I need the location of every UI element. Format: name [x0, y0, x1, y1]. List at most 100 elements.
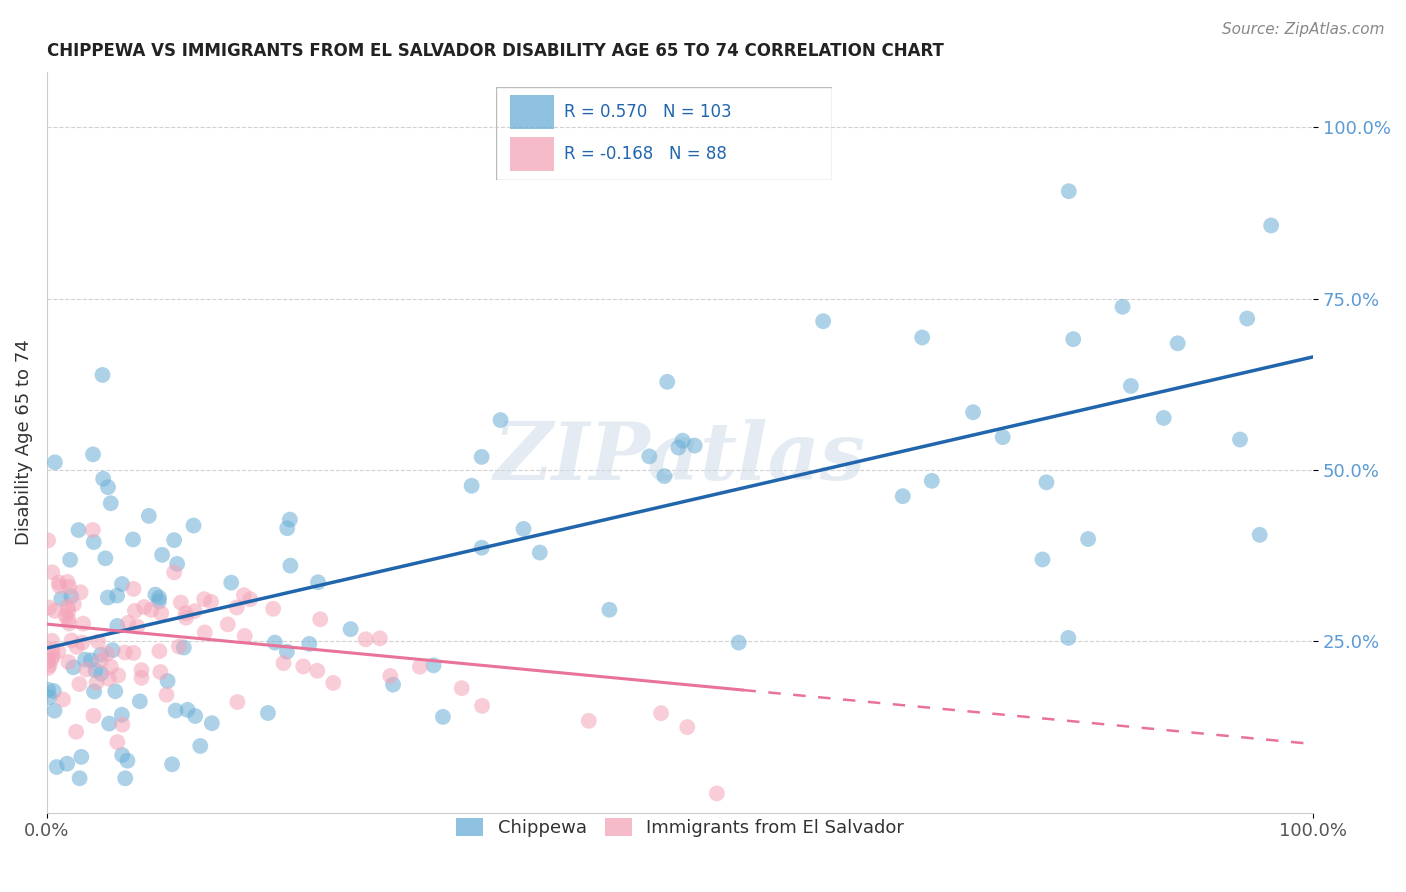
Point [1260, 219, 1282, 233]
Point [44, 604, 66, 618]
Point [598, 603, 620, 617]
Point [65, 724, 87, 739]
Point [201, 716, 224, 731]
Point [706, 786, 728, 800]
Point [1119, 379, 1142, 393]
Point [145, 588, 167, 602]
Point [117, 615, 139, 630]
Point [94, 551, 117, 566]
Point [811, 314, 834, 328]
Point [105, 589, 128, 603]
Point [84, 664, 107, 678]
Point [471, 450, 494, 464]
Point [91, 368, 114, 382]
Point [166, 557, 188, 571]
Point [63, 597, 86, 611]
Point [278, 513, 301, 527]
Point [292, 659, 315, 673]
Point [1031, 552, 1053, 566]
Point [111, 707, 134, 722]
Point [42, 684, 65, 698]
Point [650, 706, 672, 720]
Point [160, 757, 183, 772]
Point [489, 413, 512, 427]
Point [105, 619, 128, 633]
Point [38, 690, 60, 705]
Point [911, 330, 934, 344]
Point [200, 595, 222, 609]
Point [921, 474, 943, 488]
Point [141, 603, 163, 617]
Point [262, 602, 284, 616]
Text: Source: ZipAtlas.com: Source: ZipAtlas.com [1222, 22, 1385, 37]
Point [56, 604, 79, 618]
Point [226, 695, 249, 709]
Point [72, 616, 94, 631]
Point [671, 434, 693, 448]
Point [991, 430, 1014, 444]
Point [239, 592, 262, 607]
Point [183, 518, 205, 533]
Text: CHIPPEWA VS IMMIGRANTS FROM EL SALVADOR DISABILITY AGE 65 TO 74 CORRELATION CHAR: CHIPPEWA VS IMMIGRANTS FROM EL SALVADOR … [46, 42, 943, 60]
Point [82, 523, 104, 537]
Point [432, 710, 454, 724]
Point [127, 619, 149, 633]
Point [107, 668, 129, 682]
Point [529, 545, 551, 559]
Point [354, 632, 377, 647]
Point [48, 575, 70, 590]
Point [409, 659, 432, 673]
Point [87, 634, 110, 648]
Point [134, 600, 156, 615]
Point [1111, 300, 1133, 314]
Point [460, 479, 482, 493]
Point [1077, 532, 1099, 546]
Point [138, 508, 160, 523]
Point [100, 496, 122, 510]
Point [1229, 433, 1251, 447]
Point [97, 672, 120, 686]
Point [122, 533, 145, 547]
Point [66, 640, 89, 654]
Point [122, 646, 145, 660]
Point [96, 647, 118, 661]
Point [51, 591, 73, 606]
Point [117, 754, 139, 768]
Point [676, 720, 699, 734]
Point [165, 704, 187, 718]
Point [97, 480, 120, 494]
Point [72, 635, 94, 649]
Point [37, 654, 59, 668]
Point [727, 635, 749, 649]
Point [56, 756, 79, 771]
Point [1249, 528, 1271, 542]
Point [55, 608, 77, 623]
Point [56, 599, 79, 614]
Point [56, 574, 79, 589]
Point [111, 577, 134, 591]
Point [471, 698, 494, 713]
Point [1153, 411, 1175, 425]
Point [225, 600, 247, 615]
Point [105, 735, 128, 749]
Point [75, 653, 97, 667]
Point [298, 637, 321, 651]
Point [86, 675, 108, 690]
Point [82, 708, 104, 723]
Point [114, 772, 136, 786]
Point [90, 666, 112, 681]
Point [422, 658, 444, 673]
Point [193, 592, 215, 607]
Point [1167, 336, 1189, 351]
Point [257, 706, 280, 720]
Point [41, 643, 63, 657]
Point [80, 653, 103, 667]
Text: ZIPatlas: ZIPatlas [494, 418, 866, 496]
Point [188, 739, 211, 753]
Point [217, 617, 239, 632]
Point [368, 632, 391, 646]
Point [111, 747, 134, 762]
Point [69, 772, 91, 786]
Point [148, 644, 170, 658]
Point [48, 579, 70, 593]
